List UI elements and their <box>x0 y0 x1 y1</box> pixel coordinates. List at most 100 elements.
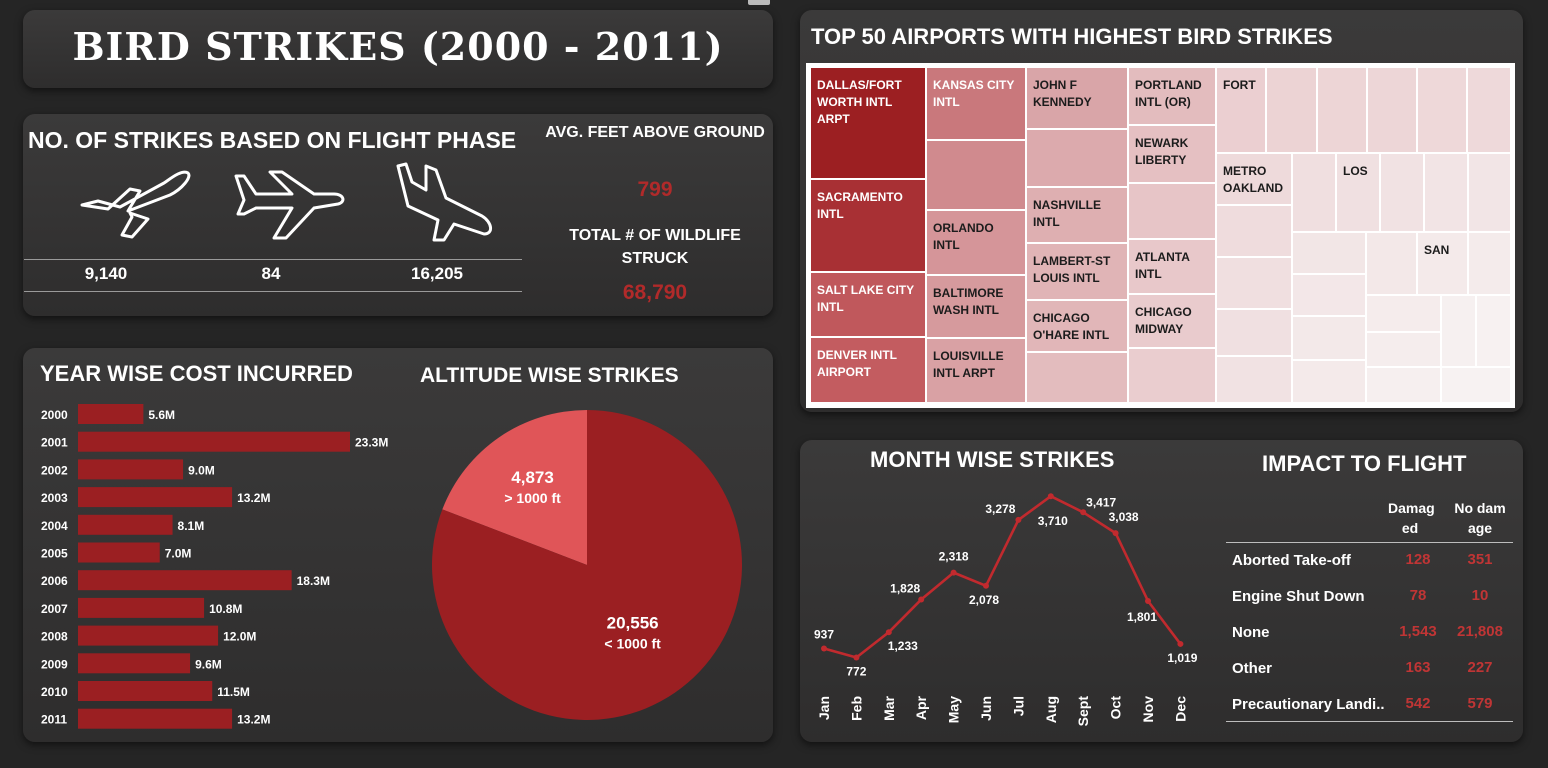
cost-bar <box>78 625 219 646</box>
treemap-cell[interactable]: PORTLAND INTL (OR) <box>1128 67 1216 125</box>
treemap-cell[interactable]: ATLANTA INTL <box>1128 239 1216 294</box>
month-tick-label: Feb <box>848 696 864 721</box>
treemap-cell[interactable] <box>1380 153 1424 232</box>
treemap-cell[interactable] <box>1292 360 1366 403</box>
month-tick-label: Aug <box>1043 696 1059 723</box>
pie-value-label: 20,556 <box>607 613 659 632</box>
year-cost-bar-chart: 2000 5.6M 2001 23.3M 2002 9.0M 2003 13.2M 2004 8.… <box>41 404 388 729</box>
treemap-cell[interactable] <box>1026 129 1128 187</box>
title-panel: BIRD STRIKES (2000 - 2011) <box>23 10 773 88</box>
cost-data-label: 9.0M <box>188 463 215 477</box>
phase-value-takeoff: 9,140 <box>84 264 128 283</box>
impact-damaged-value: 163 <box>1405 659 1431 676</box>
treemap-cell[interactable] <box>1128 183 1216 239</box>
cost-bar <box>78 681 213 701</box>
month-line-chart: 937 Jan 772 Feb 1,233 Mar 1,828 Apr 2,318 May 2,07… <box>814 493 1198 726</box>
treemap-cell[interactable] <box>1266 67 1317 153</box>
airplane-takeoff-icon <box>80 170 191 239</box>
treemap-cell[interactable] <box>1476 295 1511 367</box>
treemap-cell[interactable]: DENVER INTL AIRPORT <box>810 337 926 403</box>
treemap-cell[interactable]: KANSAS CITY INTL <box>926 67 1026 140</box>
cost-data-label: 23.3M <box>355 436 388 450</box>
impact-damaged-value: 1,543 <box>1399 623 1437 640</box>
treemap-cell[interactable]: NEWARK LIBERTY <box>1128 125 1216 183</box>
treemap-cell[interactable] <box>1424 153 1468 232</box>
treemap-cell[interactable]: JOHN F KENNEDY <box>1026 67 1128 129</box>
cost-data-label: 10.8M <box>209 602 242 616</box>
treemap-cell[interactable] <box>1216 257 1292 309</box>
treemap-cell[interactable] <box>1317 67 1367 153</box>
treemap-cell[interactable] <box>1468 153 1511 232</box>
month-tick-label: Nov <box>1140 696 1156 723</box>
phase-divider-bottom <box>24 291 522 292</box>
treemap-cell[interactable]: SALT LAKE CITY INTL <box>810 272 926 337</box>
year-tick-label: 2004 <box>41 519 68 533</box>
impact-col-no-damage: No dam age <box>1454 500 1506 536</box>
treemap-cell[interactable]: SACRAMENTO INTL <box>810 179 926 272</box>
treemap-cell[interactable] <box>1366 367 1441 403</box>
cost-data-label: 8.1M <box>178 519 205 533</box>
treemap-cell[interactable] <box>1367 67 1417 153</box>
treemap-cell[interactable] <box>1417 67 1467 153</box>
treemap-cell[interactable] <box>1128 348 1216 403</box>
treemap-cell[interactable]: METRO OAKLAND <box>1216 153 1292 205</box>
treemap-cell[interactable] <box>1366 232 1417 295</box>
treemap-cell[interactable] <box>1292 153 1336 232</box>
month-point <box>1015 516 1022 523</box>
treemap-cell[interactable]: LOUISVILLE INTL ARPT <box>926 338 1026 403</box>
treemap-cell[interactable] <box>1292 316 1366 360</box>
treemap-cell[interactable] <box>1441 367 1511 403</box>
cost-bar <box>78 570 292 591</box>
treemap-cell[interactable] <box>1292 274 1366 316</box>
treemap-cell[interactable]: DALLAS/FORT WORTH INTL ARPT <box>810 67 926 179</box>
cost-data-label: 12.0M <box>223 630 256 644</box>
year-tick-label: 2000 <box>41 408 68 422</box>
year-tick-label: 2001 <box>41 436 68 450</box>
month-data-label: 1,233 <box>888 639 918 653</box>
year-tick-label: 2011 <box>41 713 67 727</box>
airplane-landing-icon <box>396 162 492 242</box>
treemap-airport-label: CHICAGO MIDWAY <box>1135 305 1192 336</box>
treemap-cell[interactable] <box>1216 309 1292 356</box>
treemap-cell[interactable]: CHICAGO MIDWAY <box>1128 294 1216 348</box>
treemap-cell[interactable] <box>1366 332 1441 367</box>
airports-title: TOP 50 AIRPORTS WITH HIGHEST BIRD STRIKE… <box>811 24 1333 49</box>
treemap-cell[interactable]: ORLANDO INTL <box>926 210 1026 275</box>
treemap-airport-label: DALLAS/FORT WORTH INTL ARPT <box>817 78 902 126</box>
treemap-cell[interactable] <box>926 140 1026 210</box>
treemap-cell[interactable]: FORT <box>1216 67 1266 153</box>
treemap-cell[interactable]: SAN <box>1417 232 1468 295</box>
treemap-cell[interactable] <box>1292 232 1366 274</box>
treemap-cell[interactable]: LAMBERT-ST LOUIS INTL <box>1026 243 1128 300</box>
month-data-label: 1,019 <box>1167 651 1197 665</box>
year-tick-label: 2003 <box>41 491 68 505</box>
treemap-cell[interactable]: NASHVILLE INTL <box>1026 187 1128 243</box>
treemap-cell[interactable] <box>1441 295 1476 367</box>
treemap-cell[interactable] <box>1026 352 1128 403</box>
cost-data-label: 13.2M <box>237 713 270 727</box>
treemap-cell[interactable] <box>1216 356 1292 403</box>
treemap-cell[interactable] <box>1467 67 1511 153</box>
cost-bar <box>78 459 184 480</box>
treemap-airport-label: NEWARK LIBERTY <box>1135 136 1189 167</box>
treemap-cell[interactable]: BALTIMORE WASH INTL <box>926 275 1026 338</box>
month-data-label: 3,278 <box>985 502 1015 516</box>
flight-phase-title: NO. OF STRIKES BASED ON FLIGHT PHASE <box>28 127 517 153</box>
treemap-cell[interactable] <box>1216 205 1292 257</box>
month-title: MONTH WISE STRIKES <box>870 447 1115 472</box>
month-tick-label: Apr <box>913 695 929 720</box>
treemap-cell[interactable] <box>1468 232 1511 295</box>
month-series-line <box>823 494 1182 659</box>
month-point <box>1047 493 1054 500</box>
month-tick-label: Oct <box>1108 696 1124 720</box>
impact-row-label: Engine Shut Down <box>1232 588 1365 605</box>
treemap-airport-label: SAN <box>1424 243 1450 257</box>
top-scroll-handle[interactable] <box>748 0 770 5</box>
treemap-cell[interactable]: LOS <box>1336 153 1380 232</box>
treemap-cell[interactable]: CHICAGO O'HARE INTL <box>1026 300 1128 352</box>
treemap-cell[interactable] <box>1366 295 1441 332</box>
month-point <box>918 596 925 603</box>
impact-no-damage-value: 21,808 <box>1457 623 1503 640</box>
impact-row-label: None <box>1232 624 1270 641</box>
impact-row-label: Aborted Take-off <box>1232 552 1351 569</box>
